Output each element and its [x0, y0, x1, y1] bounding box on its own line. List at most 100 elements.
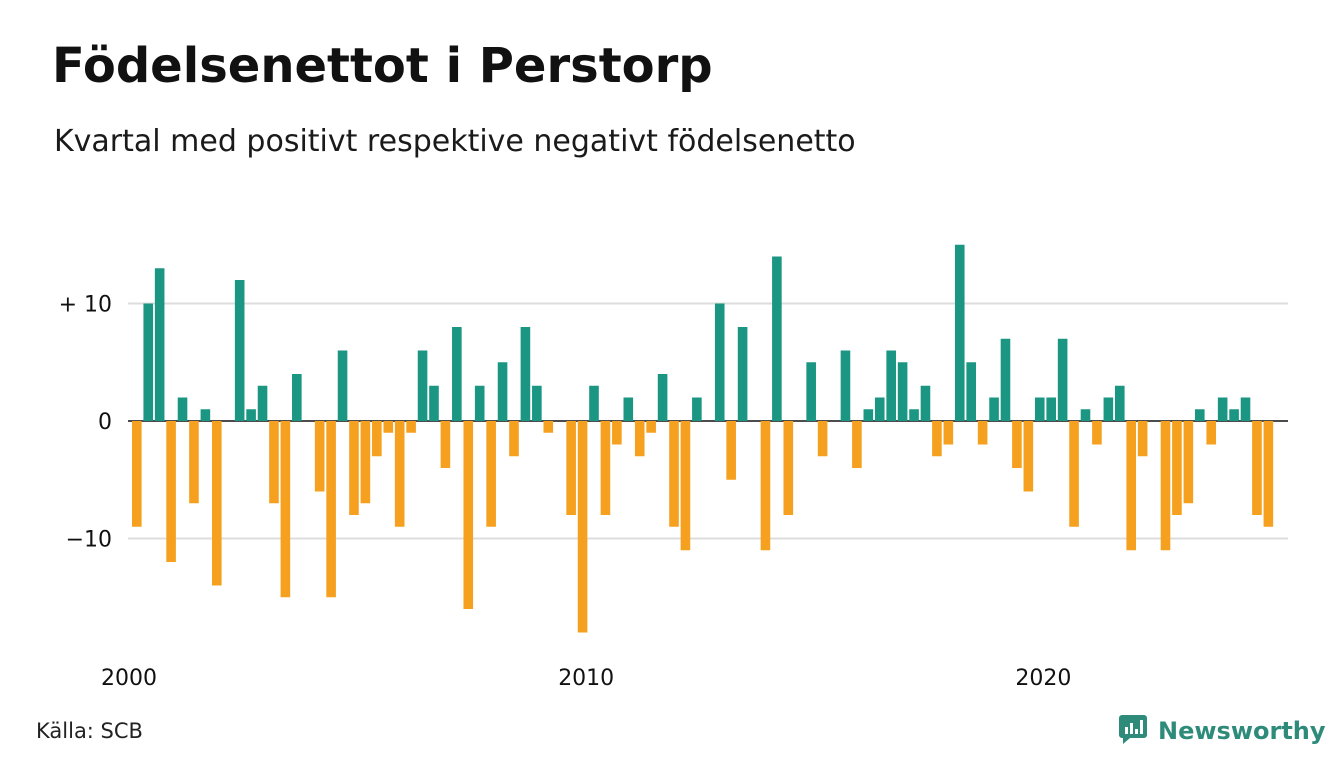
newsworthy-logo-icon — [1118, 713, 1148, 749]
bar-2010-q3 — [612, 421, 622, 445]
bar-2023-q4 — [1217, 397, 1228, 421]
bar-2004-q1 — [314, 421, 325, 492]
bar-2019-q4 — [1034, 397, 1045, 421]
bar-2010-q4 — [623, 397, 634, 421]
bar-2008-q3 — [520, 327, 531, 421]
bar-2005-q3 — [383, 421, 394, 433]
bar-2012-q4 — [714, 303, 725, 421]
bar-2016-q1 — [863, 409, 874, 421]
bar-2012-q1 — [680, 421, 691, 551]
bar-2016-q4 — [897, 362, 908, 421]
bar-2005-q2 — [372, 421, 382, 457]
bar-2016-q3 — [886, 350, 896, 421]
bar-2014-q1 — [772, 256, 782, 421]
bar-2008-q2 — [509, 421, 519, 457]
bar-2011-q2 — [646, 421, 656, 433]
bar-2000-q3 — [154, 268, 165, 421]
bar-2024-q4 — [1263, 421, 1274, 527]
bar-2011-q1 — [634, 421, 645, 457]
bar-2000-q2 — [143, 303, 154, 421]
bar-2005-q1 — [360, 421, 371, 504]
bar-2004-q4 — [349, 421, 359, 515]
x-axis-ticks: 2000 2010 2020 — [101, 666, 1071, 691]
bar-2007-q4 — [486, 421, 496, 527]
y-tick-label: −10 — [66, 528, 112, 553]
bar-2006-q2 — [417, 350, 428, 421]
bar-2018-q4 — [989, 397, 999, 421]
bar-2005-q4 — [394, 421, 405, 527]
y-tick-label: + 10 — [59, 293, 112, 318]
bar-2008-q4 — [532, 385, 542, 421]
bar-2024-q3 — [1252, 421, 1262, 515]
bar-2020-q1 — [1046, 397, 1056, 421]
bar-2002-q4 — [257, 385, 268, 421]
bar-2001-q2 — [189, 421, 199, 504]
bar-2002-q3 — [246, 409, 256, 421]
bar-2020-q2 — [1057, 338, 1068, 421]
bar-2022-q1 — [1137, 421, 1148, 457]
chart-subtitle: Kvartal med positivt respektive negativt… — [54, 124, 856, 159]
bar-2022-q3 — [1160, 421, 1171, 551]
newsworthy-logo[interactable]: Newsworthy — [1118, 713, 1326, 749]
bar-2007-q2 — [463, 421, 474, 609]
bar-chart: + 10 0 −10 2000 2010 2020 — [59, 244, 1288, 691]
x-tick-label: 2010 — [558, 666, 614, 691]
bar-2019-q2 — [1012, 421, 1022, 468]
bar-2009-q1 — [543, 421, 554, 433]
bar-2015-q4 — [852, 421, 862, 468]
bar-2013-q1 — [726, 421, 736, 480]
bar-2004-q2 — [326, 421, 336, 598]
y-axis-ticks: + 10 0 −10 — [59, 293, 112, 553]
bar-2007-q1 — [452, 327, 462, 421]
bar-2013-q4 — [760, 421, 771, 551]
bar-2021-q4 — [1126, 421, 1137, 551]
bar-2018-q3 — [977, 421, 988, 445]
bar-2014-q2 — [783, 421, 794, 515]
bar-2023-q3 — [1206, 421, 1217, 445]
bar-2001-q1 — [177, 397, 188, 421]
bar-2020-q4 — [1080, 409, 1091, 421]
bar-2024-q2 — [1240, 397, 1251, 421]
bar-2001-q3 — [200, 409, 211, 421]
bar-2017-q2 — [920, 385, 931, 421]
bar-2023-q1 — [1183, 421, 1194, 504]
bar-2020-q3 — [1069, 421, 1079, 527]
x-tick-label: 2000 — [101, 666, 157, 691]
bar-2023-q2 — [1194, 409, 1205, 421]
y-tick-label: 0 — [98, 410, 112, 435]
bar-2010-q2 — [600, 421, 611, 515]
bar-2008-q1 — [497, 362, 508, 421]
bar-2012-q2 — [692, 397, 702, 421]
bar-2015-q1 — [817, 421, 828, 457]
bar-2022-q4 — [1172, 421, 1182, 515]
bar-2009-q4 — [577, 421, 588, 633]
bar-2017-q1 — [909, 409, 919, 421]
bar-2018-q1 — [954, 244, 965, 421]
bar-2018-q2 — [966, 362, 976, 421]
bar-2002-q2 — [234, 280, 245, 421]
bar-2009-q3 — [566, 421, 576, 515]
bar-2003-q3 — [292, 374, 302, 421]
gridlines — [128, 302, 1288, 540]
bar-2021-q3 — [1114, 385, 1125, 421]
source-note: Källa: SCB — [36, 719, 143, 743]
bar-2015-q3 — [840, 350, 851, 421]
bar-2011-q4 — [669, 421, 679, 527]
bar-2021-q2 — [1103, 397, 1114, 421]
bars — [132, 244, 1274, 633]
x-tick-label: 2020 — [1015, 666, 1071, 691]
bar-2010-q1 — [589, 385, 599, 421]
bar-2006-q1 — [406, 421, 416, 433]
bar-2019-q3 — [1023, 421, 1034, 492]
bar-2019-q1 — [1000, 338, 1011, 421]
bar-2017-q4 — [943, 421, 954, 445]
bar-2000-q4 — [166, 421, 176, 562]
chart-title: Födelsenettot i Perstorp — [52, 38, 713, 94]
bar-2004-q3 — [337, 350, 348, 421]
bar-2003-q2 — [280, 421, 291, 598]
bar-2003-q1 — [269, 421, 279, 504]
bar-2013-q2 — [737, 327, 748, 421]
bar-2000-q1 — [132, 421, 142, 527]
bar-2006-q3 — [429, 385, 439, 421]
bar-2007-q3 — [474, 385, 485, 421]
